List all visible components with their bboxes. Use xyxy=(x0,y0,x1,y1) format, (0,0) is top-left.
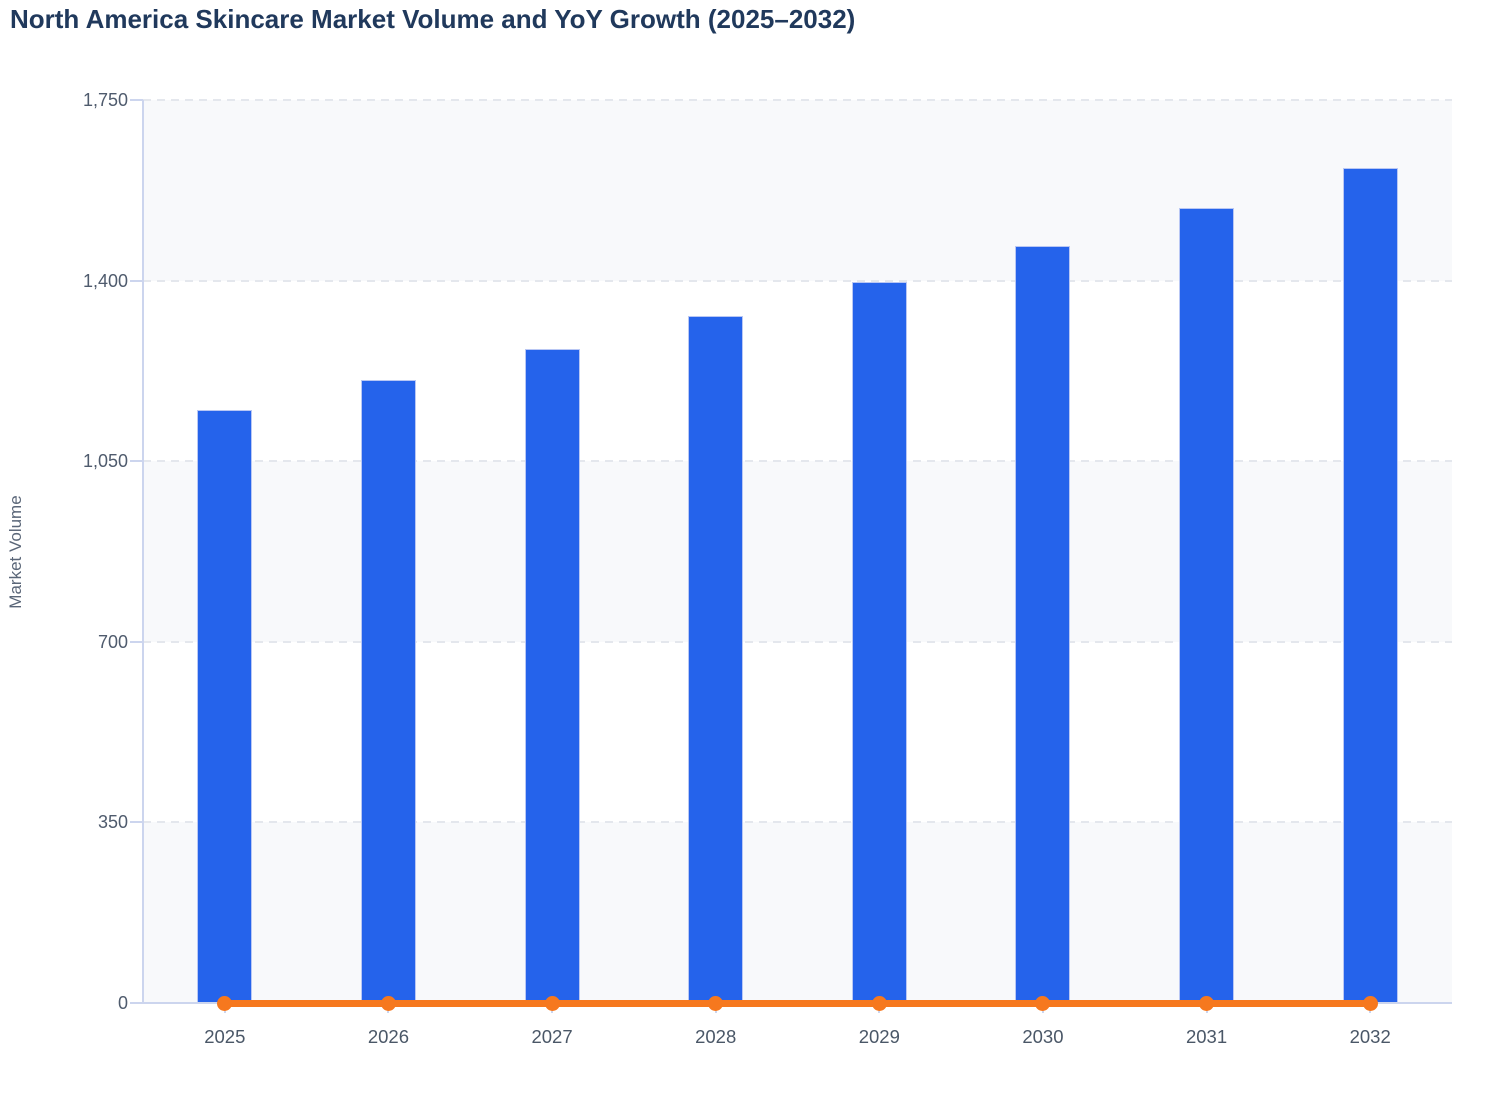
bar-2032[interactable] xyxy=(1342,168,1398,1003)
yoy-marker-2029[interactable] xyxy=(871,995,887,1011)
y-tick xyxy=(130,821,143,824)
yoy-marker-2032[interactable] xyxy=(1362,995,1378,1011)
y-tick xyxy=(130,279,143,282)
y-tick xyxy=(130,99,143,101)
gridline xyxy=(143,821,1452,824)
bar-2030[interactable] xyxy=(1015,245,1071,1003)
bar-2029[interactable] xyxy=(851,281,907,1003)
y-tick-label: 0 xyxy=(117,993,128,1013)
yoy-marker-2030[interactable] xyxy=(1035,995,1051,1011)
y-axis-title: Market Volume xyxy=(6,495,25,609)
y-tick-label: 350 xyxy=(97,812,128,833)
yoy-marker-2031[interactable] xyxy=(1199,995,1215,1011)
bar-2026[interactable] xyxy=(360,379,416,1003)
bar-2031[interactable] xyxy=(1179,207,1235,1003)
y-tick-label: 1,750 xyxy=(82,90,128,110)
y-tick xyxy=(130,640,143,643)
x-tick-label-2027: 2027 xyxy=(531,1026,573,1047)
bar-2027[interactable] xyxy=(524,348,580,1003)
x-tick-label-2029: 2029 xyxy=(858,1026,900,1047)
yoy-marker-2027[interactable] xyxy=(544,995,560,1011)
plot-area xyxy=(143,99,1452,1003)
x-tick-label-2031: 2031 xyxy=(1185,1026,1228,1047)
plot-band xyxy=(143,281,1452,462)
plot-band xyxy=(143,642,1452,823)
gridline xyxy=(143,460,1452,463)
y-axis-line xyxy=(142,100,144,1003)
y-tick-label: 700 xyxy=(97,631,128,652)
yoy-marker-2028[interactable] xyxy=(708,995,724,1011)
yoy-growth-line[interactable] xyxy=(224,1000,1371,1007)
plot-band xyxy=(143,822,1452,1003)
yoy-marker-2026[interactable] xyxy=(380,995,396,1011)
plot-band xyxy=(143,461,1452,642)
bar-2025[interactable] xyxy=(197,409,253,1003)
y-tick-label: 1,400 xyxy=(82,270,128,291)
y-tick xyxy=(130,460,143,463)
y-tick-label: 1,050 xyxy=(82,451,128,472)
chart-title: North America Skincare Market Volume and… xyxy=(10,4,856,34)
x-tick-label-2026: 2026 xyxy=(367,1026,410,1047)
y-tick xyxy=(130,1002,143,1004)
x-tick-label-2028: 2028 xyxy=(695,1026,737,1047)
x-tick-label-2030: 2030 xyxy=(1022,1026,1064,1047)
x-tick-label-2025: 2025 xyxy=(204,1026,246,1047)
gridline xyxy=(143,640,1452,643)
plot-band xyxy=(143,100,1452,281)
bar-2028[interactable] xyxy=(688,316,744,1003)
gridline xyxy=(143,99,1452,101)
yoy-marker-2025[interactable] xyxy=(217,995,233,1011)
gridline xyxy=(143,279,1452,282)
x-tick-label-2032: 2032 xyxy=(1349,1026,1391,1047)
